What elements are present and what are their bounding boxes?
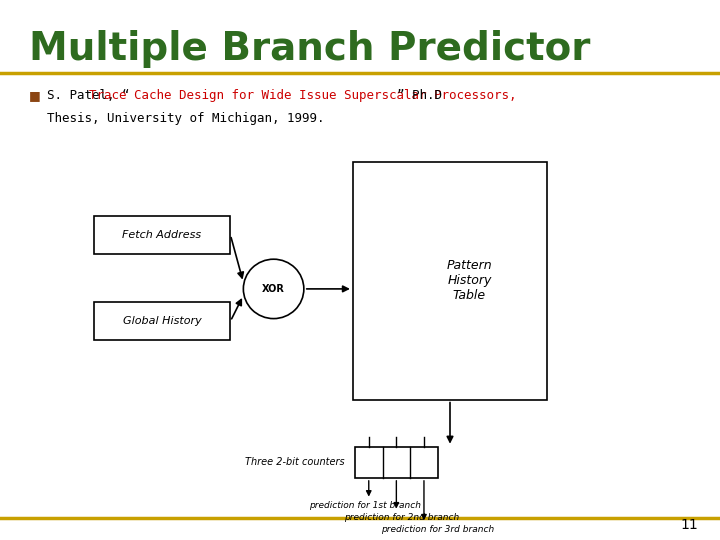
Text: Pattern
History
Table: Pattern History Table [446, 259, 492, 302]
Text: Three 2-bit counters: Three 2-bit counters [245, 457, 344, 467]
Text: Fetch Address: Fetch Address [122, 230, 202, 240]
Text: Thesis, University of Michigan, 1999.: Thesis, University of Michigan, 1999. [47, 112, 324, 125]
Bar [355, 447, 438, 478]
Text: prediction for 2nd branch: prediction for 2nd branch [343, 513, 459, 522]
Text: prediction for 3rd branch: prediction for 3rd branch [381, 525, 494, 534]
Text: XOR: XOR [262, 284, 285, 294]
Text: 11: 11 [680, 518, 698, 532]
Bar [94, 216, 230, 254]
Text: ” Ph.D: ” Ph.D [397, 89, 441, 102]
Text: Global History: Global History [122, 316, 202, 326]
Text: ■: ■ [29, 89, 40, 102]
Bar [353, 162, 547, 400]
Text: S. Patel, “: S. Patel, “ [47, 89, 130, 102]
Text: Trace Cache Design for Wide Issue Superscalar Processors,: Trace Cache Design for Wide Issue Supers… [89, 89, 516, 102]
Text: Multiple Branch Predictor: Multiple Branch Predictor [29, 30, 590, 68]
Text: prediction for 1st branch: prediction for 1st branch [309, 501, 421, 510]
Ellipse shape [243, 259, 304, 319]
Bar [94, 302, 230, 340]
